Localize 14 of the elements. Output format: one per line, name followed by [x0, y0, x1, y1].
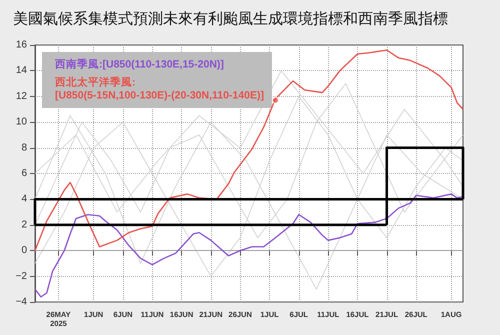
chart-title: 美國氣候系集模式預測未來有利颱風生成環境指標和西南季風指標	[13, 10, 448, 28]
y-tick-label: 2	[21, 219, 28, 230]
y-tick-label: 0	[21, 245, 28, 256]
y-tick-label: 6	[21, 168, 28, 179]
y-tick-label: 14	[16, 65, 28, 76]
y-tick-label: 12	[16, 90, 28, 102]
y-tick-label: −2	[16, 270, 28, 282]
y-tick-label: −4	[16, 296, 28, 308]
y-tick-label: 10	[16, 116, 28, 128]
y-tick-label: 16	[16, 40, 28, 50]
y-tick-label: 4	[21, 194, 28, 205]
y-tick-label: 8	[21, 142, 28, 154]
series-label: 西北太平洋季風: [U850(5-15N,100-130E)-(20-30N,110-140E)]	[54, 76, 264, 102]
text: 西南季風:[U850(110-130E,15-20N)]	[54, 58, 224, 70]
